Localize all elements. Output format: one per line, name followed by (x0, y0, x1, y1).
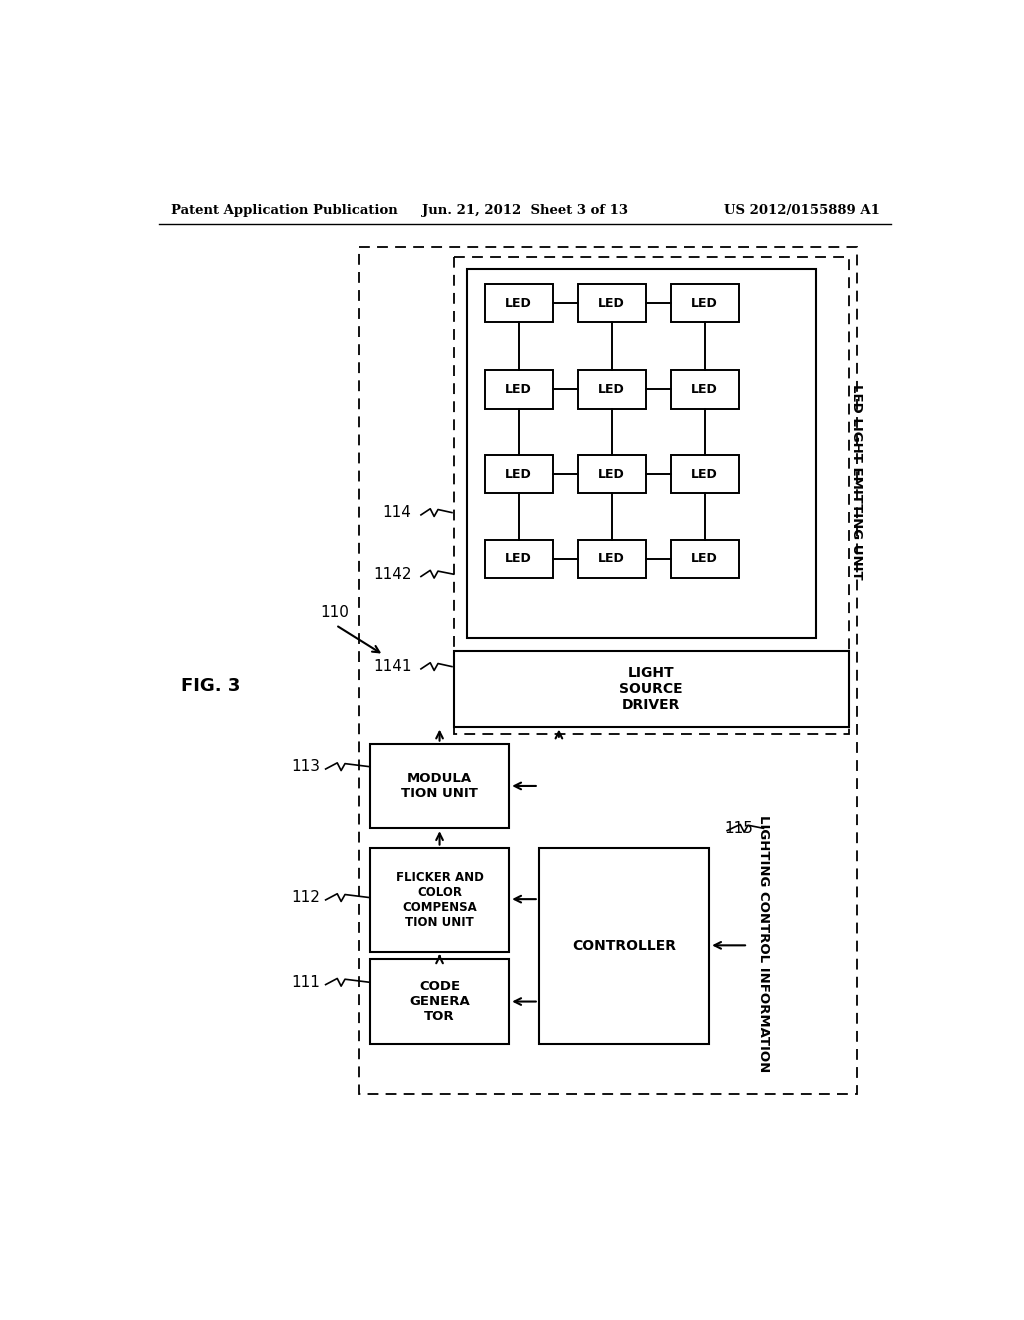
Bar (467, 268, 816, 638)
Bar (671, 370, 738, 409)
Bar (671, 540, 738, 578)
Text: 112: 112 (291, 890, 321, 906)
Text: LED: LED (691, 383, 718, 396)
Bar (370, 847, 509, 952)
Text: CONTROLLER: CONTROLLER (572, 939, 676, 953)
Text: 110: 110 (321, 605, 349, 620)
Text: LIGHT
SOURCE
DRIVER: LIGHT SOURCE DRIVER (620, 665, 683, 711)
Text: LED: LED (598, 467, 625, 480)
Text: 114: 114 (383, 506, 412, 520)
Bar (454, 651, 849, 726)
Text: 115: 115 (725, 821, 754, 836)
Text: LED: LED (691, 552, 718, 565)
Text: CODE
GENERA
TOR: CODE GENERA TOR (410, 979, 470, 1023)
Text: LED: LED (598, 552, 625, 565)
Text: Patent Application Publication: Patent Application Publication (171, 205, 397, 218)
Text: LED LIGHT EMITTING UNIT: LED LIGHT EMITTING UNIT (850, 384, 863, 579)
Text: 113: 113 (291, 759, 321, 775)
Bar (370, 960, 509, 1044)
Bar (454, 257, 849, 734)
Text: LED: LED (691, 467, 718, 480)
Text: LED: LED (505, 467, 532, 480)
Text: US 2012/0155889 A1: US 2012/0155889 A1 (724, 205, 880, 218)
Text: LED: LED (598, 383, 625, 396)
Text: FLICKER AND
COLOR
COMPENSA
TION UNIT: FLICKER AND COLOR COMPENSA TION UNIT (395, 870, 483, 928)
Text: FIG. 3: FIG. 3 (180, 677, 240, 694)
Bar (484, 370, 553, 409)
Text: Jun. 21, 2012  Sheet 3 of 13: Jun. 21, 2012 Sheet 3 of 13 (422, 205, 628, 218)
Text: LED: LED (598, 297, 625, 310)
Bar (484, 284, 553, 322)
Bar (539, 847, 710, 1044)
Bar (484, 455, 553, 494)
Bar (578, 455, 646, 494)
Bar (359, 247, 856, 1094)
Bar (370, 743, 509, 829)
Text: 111: 111 (291, 974, 321, 990)
Text: LED: LED (505, 297, 532, 310)
Text: 1141: 1141 (373, 659, 412, 675)
Text: LED: LED (505, 552, 532, 565)
Bar (671, 455, 738, 494)
Bar (578, 370, 646, 409)
Bar (578, 540, 646, 578)
Text: LED: LED (691, 297, 718, 310)
Bar (484, 540, 553, 578)
Bar (578, 284, 646, 322)
Text: MODULA
TION UNIT: MODULA TION UNIT (401, 772, 478, 800)
Text: LED: LED (505, 383, 532, 396)
Bar (671, 284, 738, 322)
Text: LIGHTING CONTROL INFORMATION: LIGHTING CONTROL INFORMATION (757, 816, 770, 1072)
Text: 1142: 1142 (373, 566, 412, 582)
